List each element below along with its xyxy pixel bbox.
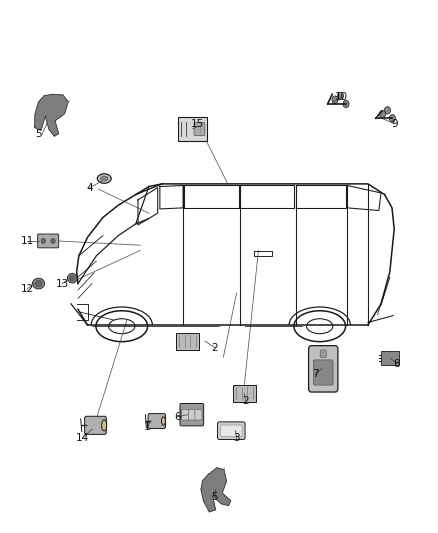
Ellipse shape — [67, 273, 77, 283]
FancyBboxPatch shape — [38, 234, 59, 248]
Ellipse shape — [97, 174, 111, 183]
FancyBboxPatch shape — [217, 422, 245, 439]
Text: 2: 2 — [242, 396, 249, 406]
Ellipse shape — [35, 280, 42, 287]
Polygon shape — [201, 467, 231, 512]
FancyBboxPatch shape — [176, 333, 199, 350]
Ellipse shape — [389, 115, 396, 122]
FancyBboxPatch shape — [320, 350, 326, 358]
Ellipse shape — [162, 417, 166, 425]
Text: 8: 8 — [393, 359, 400, 368]
Ellipse shape — [379, 110, 385, 118]
FancyBboxPatch shape — [180, 403, 204, 426]
Ellipse shape — [70, 276, 75, 281]
FancyBboxPatch shape — [182, 409, 189, 420]
FancyBboxPatch shape — [314, 360, 333, 385]
Ellipse shape — [385, 107, 391, 114]
Text: 4: 4 — [86, 183, 93, 192]
Text: 2: 2 — [211, 343, 218, 352]
Polygon shape — [35, 94, 68, 136]
FancyBboxPatch shape — [381, 351, 399, 365]
Text: 7: 7 — [312, 369, 319, 379]
Text: 15: 15 — [191, 119, 204, 128]
FancyBboxPatch shape — [148, 414, 166, 429]
Text: 11: 11 — [21, 236, 34, 246]
Ellipse shape — [102, 420, 106, 431]
Ellipse shape — [32, 278, 45, 289]
FancyBboxPatch shape — [195, 409, 202, 420]
FancyBboxPatch shape — [85, 416, 106, 434]
Text: 9: 9 — [391, 119, 398, 128]
Ellipse shape — [101, 176, 108, 181]
FancyBboxPatch shape — [188, 409, 195, 420]
Ellipse shape — [332, 96, 338, 103]
Text: 5: 5 — [211, 492, 218, 502]
FancyBboxPatch shape — [221, 425, 242, 436]
FancyBboxPatch shape — [194, 122, 205, 135]
Ellipse shape — [337, 92, 343, 100]
Ellipse shape — [41, 238, 46, 244]
FancyBboxPatch shape — [233, 385, 256, 402]
Text: 14: 14 — [76, 433, 89, 443]
Text: 10: 10 — [335, 92, 348, 102]
Text: 1: 1 — [143, 423, 150, 432]
Text: 13: 13 — [56, 279, 69, 288]
FancyBboxPatch shape — [308, 345, 338, 392]
Text: 6: 6 — [174, 412, 181, 422]
Ellipse shape — [343, 100, 349, 108]
Text: 12: 12 — [21, 284, 34, 294]
Text: 3: 3 — [233, 433, 240, 443]
FancyBboxPatch shape — [178, 117, 207, 141]
Text: 5: 5 — [35, 130, 42, 139]
Ellipse shape — [51, 238, 55, 244]
